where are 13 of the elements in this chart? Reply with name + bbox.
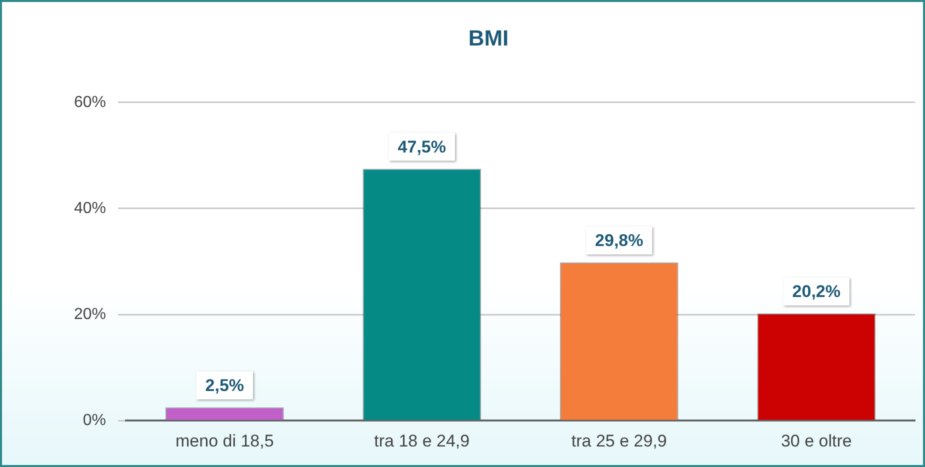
data-label: 20,2%	[792, 282, 840, 302]
chart-title: BMI	[468, 25, 509, 50]
x-tick-label: meno di 18,5	[175, 431, 274, 450]
x-tick-label: tra 25 e 29,9	[571, 431, 667, 450]
y-tick-label: 60%	[74, 94, 106, 111]
data-label: 29,8%	[595, 231, 644, 250]
x-tick-label: tra 18 e 24,9	[374, 431, 470, 450]
y-tick-label: 20%	[74, 306, 106, 323]
data-label: 47,5%	[398, 137, 446, 156]
y-tick-label: 40%	[74, 200, 106, 217]
data-label: 2,5%	[205, 376, 244, 396]
x-tick-label: 30 e oltre	[780, 431, 852, 450]
y-tick-label: 0%	[82, 412, 106, 430]
